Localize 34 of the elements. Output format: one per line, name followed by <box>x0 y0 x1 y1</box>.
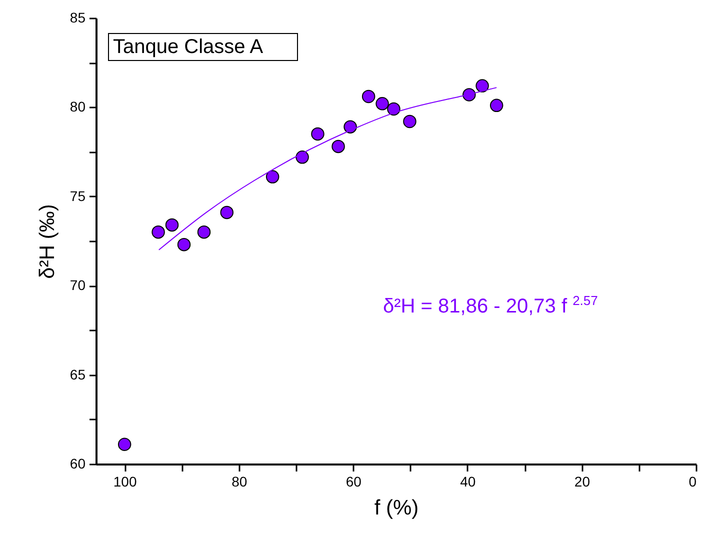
point <box>362 90 376 104</box>
point <box>344 120 357 134</box>
point <box>403 114 416 128</box>
x-axis-title: f (%) <box>374 496 419 520</box>
point <box>376 97 389 110</box>
point <box>266 170 280 184</box>
point <box>118 438 132 451</box>
y-tick-label: 65 <box>70 366 86 382</box>
point <box>152 225 165 239</box>
point <box>311 127 324 141</box>
y-tick-label: 85 <box>70 10 86 26</box>
point <box>462 88 476 102</box>
text: Tanque Classe A <box>108 33 298 61</box>
x-tick-label: 0 <box>688 474 697 490</box>
point <box>296 150 309 164</box>
y-axis-title: δ²H (‰) <box>36 204 59 279</box>
point <box>165 218 179 232</box>
y-tick-label: 70 <box>70 277 86 294</box>
annotation: δ²H = 81,86 - 20,73 f $^{2.57}$ <box>383 293 598 319</box>
point <box>387 102 400 116</box>
y-tick-label: 80 <box>70 98 86 115</box>
x-tick-label: 100 <box>113 474 137 490</box>
x-tick-label: 40 <box>460 474 476 490</box>
point <box>490 98 504 112</box>
y-tick-label: 75 <box>70 188 86 204</box>
y-tick-label: 60 <box>70 456 86 472</box>
point <box>177 238 191 252</box>
point <box>476 79 489 92</box>
point <box>197 225 211 239</box>
point <box>332 140 345 154</box>
x-tick-label: 20 <box>574 474 590 490</box>
point <box>220 206 234 220</box>
x-tick-label: 80 <box>232 474 248 490</box>
x-tick-label: 60 <box>346 474 362 490</box>
